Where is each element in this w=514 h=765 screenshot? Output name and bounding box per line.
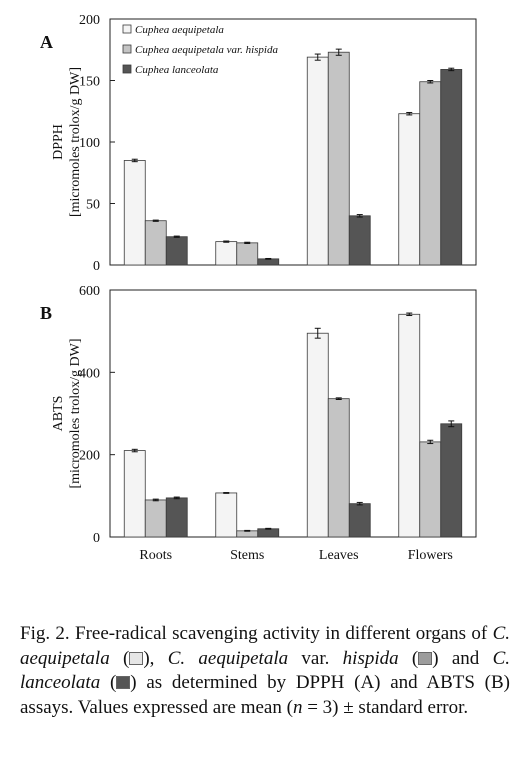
x-tick-label-leaves: Leaves: [319, 548, 359, 563]
x-tick-label-stems: Stems: [230, 548, 264, 563]
y-tick-label: 600: [79, 284, 100, 299]
panel-label: A: [40, 32, 53, 52]
plot-frame: [109, 289, 477, 538]
variety-name-hispida: hispida: [342, 647, 399, 669]
bar-flowers-1: [419, 81, 442, 266]
bar-roots-2: [165, 236, 188, 266]
swatch-lanceolata: [116, 676, 131, 689]
x-tick-label-roots: Roots: [139, 548, 172, 563]
chart-panel-a: 0 50 100 150 200 A DPPH [micromoles trolox/g DW…: [40, 13, 477, 274]
swatch-aequipetala: [129, 651, 144, 665]
bar-stems-1: [236, 242, 259, 266]
bar-flowers-0: [398, 113, 421, 266]
y-axis-label: DPPH [micromoles trolox/g DW]: [51, 67, 83, 217]
bar-leaves-0: [306, 56, 329, 266]
bar-leaves-0: [306, 332, 329, 538]
legend: Cuphea aequipetala Cuphea aequipetala var…: [122, 24, 278, 76]
y-tick-label: 0: [93, 259, 100, 274]
swatch-hispida: [418, 651, 433, 665]
figure-caption: Fig. 2. Free-radical scavenging activity…: [20, 623, 511, 718]
y-tick-label: 100: [79, 136, 100, 151]
legend-swatch: [122, 24, 132, 34]
bar-leaves-2: [348, 215, 371, 266]
bar-roots-1: [144, 499, 167, 538]
y-tick-label: 50: [86, 198, 100, 213]
legend-label: Cuphea aequipetala: [135, 24, 224, 36]
bar-leaves-1: [327, 398, 350, 538]
species-name-aequipetala: C. aequipetala: [20, 623, 510, 669]
legend-label: Cuphea aequipetala var. hispida: [135, 44, 278, 56]
bar-leaves-1: [327, 51, 350, 266]
y-axis-label-line: DPPH: [51, 124, 66, 160]
y-tick-label: 150: [79, 75, 100, 90]
bar-flowers-0: [398, 313, 421, 538]
y-tick-label: 200: [79, 13, 100, 28]
y-tick-label: 0: [93, 531, 100, 546]
bar-flowers-2: [440, 69, 463, 266]
chart-panel-b: 0 200 400 600 B ABTS [micromoles trolox/g DW] R…: [40, 284, 477, 563]
species-name-aequipetala-2: C. aequipetala: [167, 647, 289, 669]
species-name-lanceolata: C. lanceolata: [20, 647, 511, 694]
bar-roots-2: [165, 497, 188, 538]
bar-flowers-2: [440, 423, 463, 538]
y-axis-label-line: [micromoles trolox/g DW]: [68, 338, 83, 488]
bar-flowers-1: [419, 441, 442, 538]
legend-swatch: [122, 44, 132, 54]
legend-label: Cuphea lanceolata: [135, 64, 219, 76]
bar-roots-1: [144, 220, 167, 266]
y-axis-label: ABTS [micromoles trolox/g DW]: [51, 338, 83, 488]
bar-stems-0: [215, 492, 238, 538]
bar-roots-0: [123, 450, 146, 538]
bar-stems-2: [257, 258, 280, 266]
bar-stems-1: [236, 530, 259, 538]
y-tick-label: 200: [79, 449, 100, 464]
x-tick-label-flowers: Flowers: [408, 548, 453, 563]
y-tick-label: 400: [79, 366, 100, 381]
y-axis-label-line: ABTS: [51, 396, 66, 432]
y-axis-label-line: [micromoles trolox/g DW]: [68, 67, 83, 217]
bar-stems-0: [215, 241, 238, 266]
bar-roots-0: [123, 160, 146, 266]
bar-leaves-2: [348, 503, 371, 538]
legend-swatch: [122, 64, 132, 74]
panel-label: B: [40, 303, 52, 323]
bar-stems-2: [257, 528, 280, 538]
